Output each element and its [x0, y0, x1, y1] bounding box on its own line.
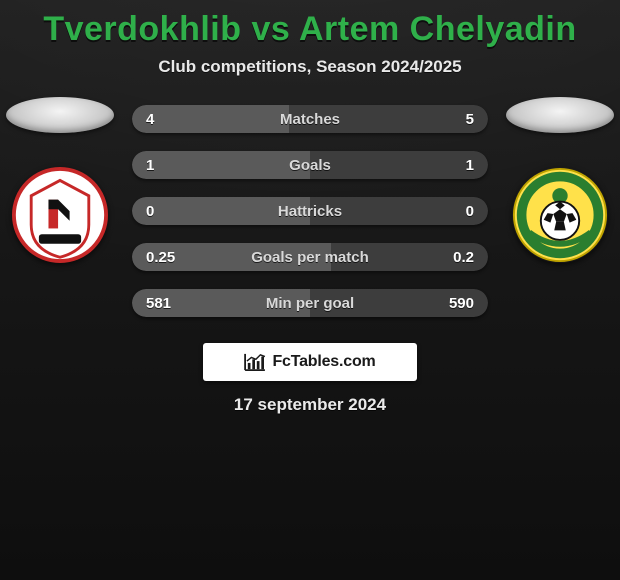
stat-left-value: 0: [132, 203, 194, 220]
stat-right-value: 5: [426, 111, 488, 128]
stat-label: Goals per match: [194, 249, 426, 266]
stat-label: Min per goal: [194, 295, 426, 312]
subtitle: Club competitions, Season 2024/2025: [0, 57, 620, 77]
left-club-badge: [12, 167, 108, 263]
stat-right-value: 1: [426, 157, 488, 174]
brand-text: FcTables.com: [272, 353, 375, 371]
stat-left-value: 1: [132, 157, 194, 174]
stat-left-value: 4: [132, 111, 194, 128]
brand-box[interactable]: FcTables.com: [203, 343, 417, 381]
stat-label: Matches: [194, 111, 426, 128]
stat-row: 4Matches5: [132, 105, 488, 133]
stat-label: Hattricks: [194, 203, 426, 220]
right-player-col: [506, 105, 614, 263]
stat-row: 0Hattricks0: [132, 197, 488, 225]
left-player-photo-placeholder: [6, 97, 114, 133]
stat-right-value: 590: [426, 295, 488, 312]
stats-column: 4Matches51Goals10Hattricks00.25Goals per…: [132, 105, 488, 317]
page-title: Tverdokhlib vs Artem Chelyadin: [0, 0, 620, 49]
stat-row: 581Min per goal590: [132, 289, 488, 317]
left-club-badge-icon: [12, 167, 108, 263]
right-club-badge: [512, 167, 608, 263]
stat-right-value: 0: [426, 203, 488, 220]
stat-left-value: 581: [132, 295, 194, 312]
right-player-photo-placeholder: [506, 97, 614, 133]
stat-right-value: 0.2: [426, 249, 488, 266]
stat-row: 0.25Goals per match0.2: [132, 243, 488, 271]
main-row: 4Matches51Goals10Hattricks00.25Goals per…: [0, 105, 620, 317]
generation-date: 17 september 2024: [0, 395, 620, 415]
stat-row: 1Goals1: [132, 151, 488, 179]
left-player-col: [6, 105, 114, 263]
stat-label: Goals: [194, 157, 426, 174]
stat-left-value: 0.25: [132, 249, 194, 266]
right-club-badge-icon: [512, 167, 608, 263]
chart-icon: [244, 353, 266, 371]
